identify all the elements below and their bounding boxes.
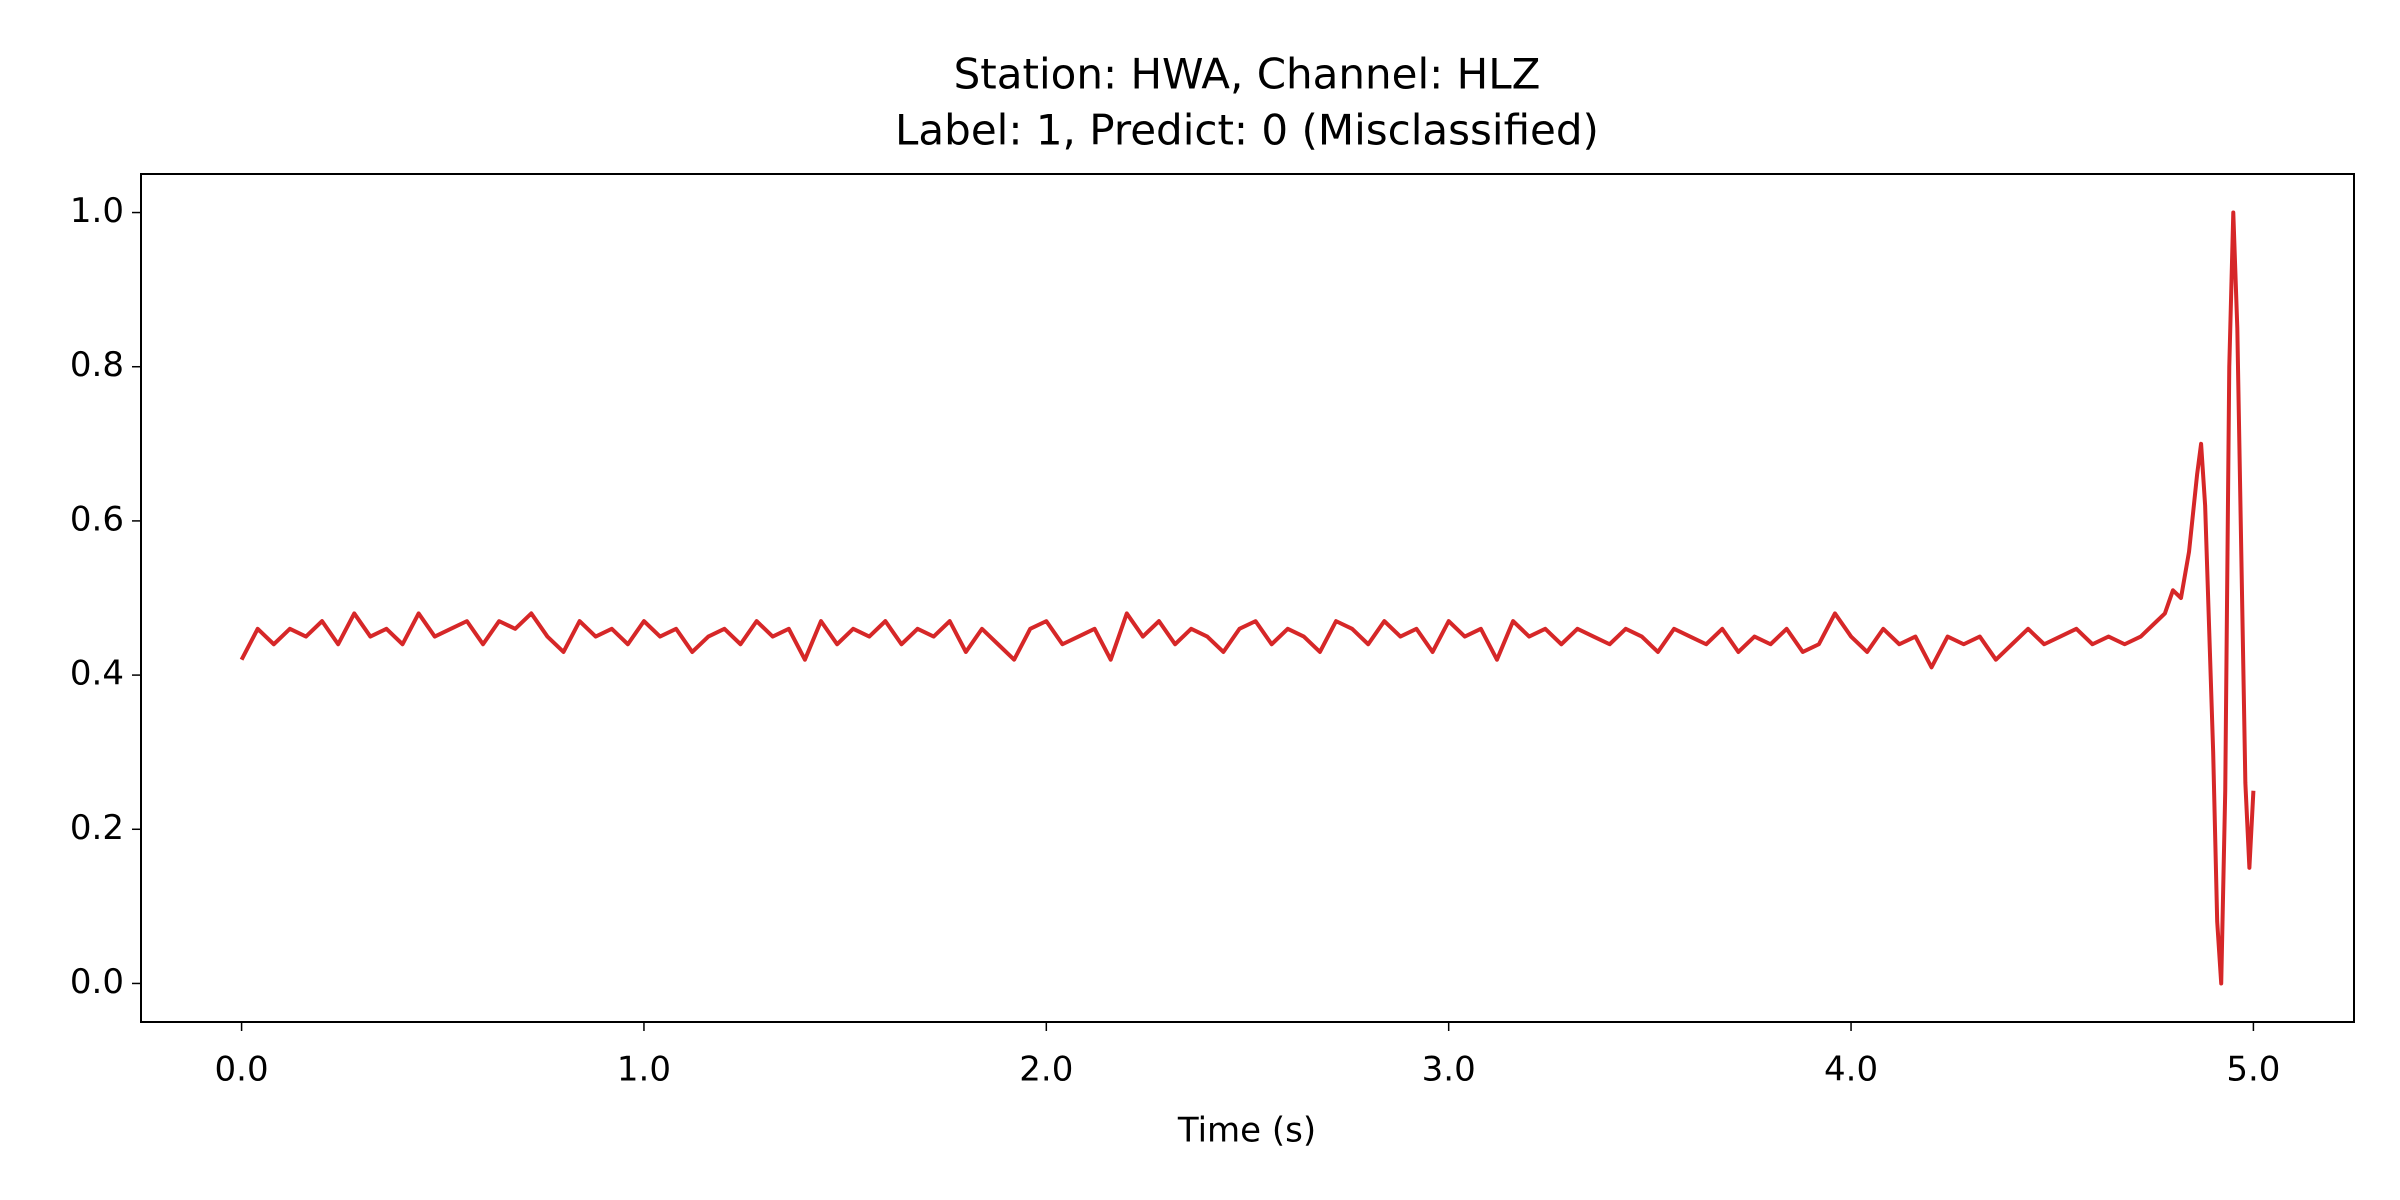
chart-title: Station: HWA, Channel: HLZ bbox=[954, 50, 1541, 99]
y-tick-label: 1.0 bbox=[70, 191, 124, 231]
x-tick-label: 0.0 bbox=[215, 1050, 269, 1090]
y-tick-label: 0.8 bbox=[70, 345, 124, 385]
x-tick-label: 5.0 bbox=[2226, 1050, 2280, 1090]
y-tick-label: 0.6 bbox=[70, 499, 124, 539]
line-series bbox=[239, 210, 2256, 986]
x-tick-label: 3.0 bbox=[1422, 1050, 1476, 1090]
y-tick-label: 0.2 bbox=[70, 808, 124, 848]
x-axis-label: Time (s) bbox=[1177, 1111, 1316, 1151]
x-tick-label: 1.0 bbox=[617, 1050, 671, 1090]
x-tick-label: 2.0 bbox=[1019, 1050, 1073, 1090]
x-tick-label: 4.0 bbox=[1824, 1050, 1878, 1090]
y-tick-label: 0.0 bbox=[70, 962, 124, 1002]
plot-frame bbox=[140, 173, 2355, 1023]
chart-subtitle: Label: 1, Predict: 0 (Misclassified) bbox=[895, 106, 1599, 155]
y-tick-label: 0.4 bbox=[70, 654, 124, 694]
